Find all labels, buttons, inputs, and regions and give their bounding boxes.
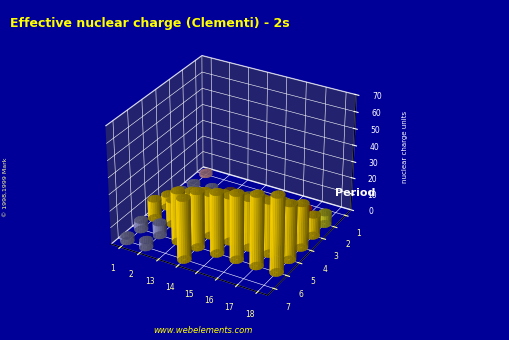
Text: www.webelements.com: www.webelements.com — [153, 326, 252, 335]
Text: © 1998,1999 Mark: © 1998,1999 Mark — [3, 157, 8, 217]
Text: Period: Period — [335, 188, 375, 198]
Text: Effective nuclear charge (Clementi) - 2s: Effective nuclear charge (Clementi) - 2s — [10, 17, 289, 30]
